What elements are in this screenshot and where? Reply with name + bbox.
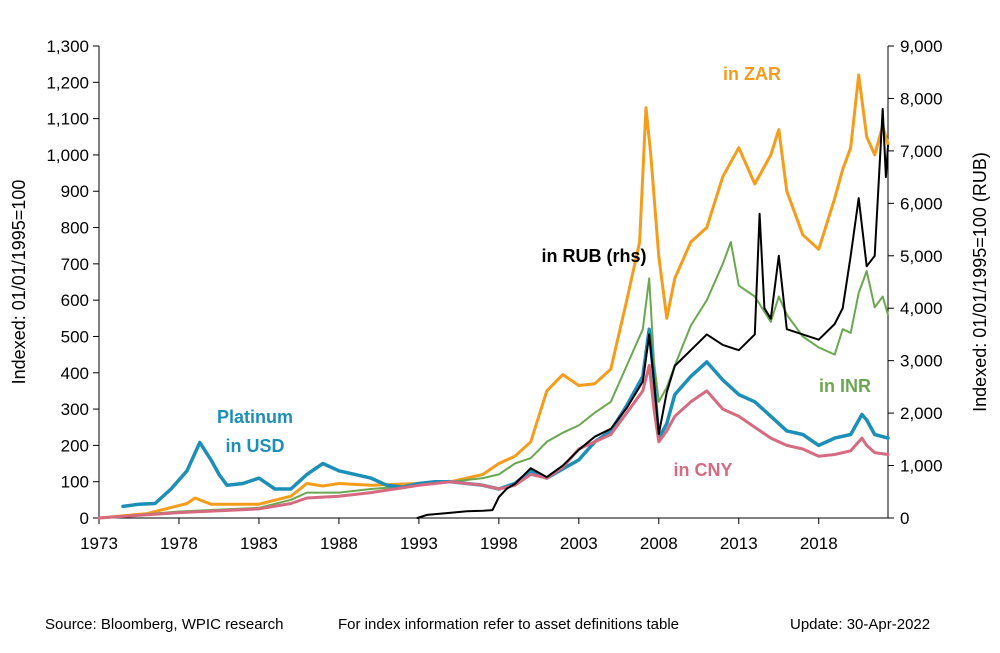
series-labels: Platinum in USD in ZAR in RUB (rhs) in INR in… xyxy=(217,64,871,480)
x-tick-label: 1988 xyxy=(320,534,358,553)
x-tick-label: 2018 xyxy=(800,534,838,553)
x-tick-label: 2013 xyxy=(720,534,758,553)
axes: 0 100 200 300 400 500 600 700 800 900 1,000 1,100 1,… xyxy=(46,37,942,553)
series-line-in-rub-rhs xyxy=(416,107,889,519)
y-tick-label: 1,100 xyxy=(46,110,89,129)
y-tick-label: 800 xyxy=(61,219,89,238)
y-tick-label: 300 xyxy=(61,400,89,419)
y2-tick-label: 9,000 xyxy=(900,37,943,56)
y-tick-label: 1,000 xyxy=(46,146,89,165)
x-tick-label: 2003 xyxy=(560,534,598,553)
series-lines xyxy=(97,73,890,520)
x-tick-label: 1993 xyxy=(400,534,438,553)
y2-tick-label: 5,000 xyxy=(900,247,943,266)
series-label: Platinum xyxy=(217,407,293,427)
y2-tick-label: 2,000 xyxy=(900,404,943,423)
footer-update: Update: 30-Apr-2022 xyxy=(790,616,931,633)
y-tick-label: 500 xyxy=(61,327,89,346)
series-label: in CNY xyxy=(673,460,732,480)
series-line-in-inr xyxy=(98,241,889,519)
series-line-in-cny xyxy=(97,364,890,520)
y2-tick-label: 3,000 xyxy=(900,352,943,371)
series-line-in-zar xyxy=(97,73,890,520)
y-tick-label: 1,200 xyxy=(46,73,89,92)
x-tick-label: 2008 xyxy=(640,534,678,553)
series-label: in USD xyxy=(225,436,284,456)
x-tick-label: 1978 xyxy=(160,534,198,553)
y-tick-label: 100 xyxy=(61,473,89,492)
series-label: in RUB (rhs) xyxy=(542,246,647,266)
y2-tick-label: 1,000 xyxy=(900,457,943,476)
y-tick-label: 1,300 xyxy=(46,37,89,56)
series-label: in INR xyxy=(819,376,871,396)
y-tick-label: 600 xyxy=(61,291,89,310)
y-axis-title: Indexed: 01/01/1995=100 xyxy=(9,180,29,385)
y-tick-label: 700 xyxy=(61,255,89,274)
y2-axis-title: Indexed: 01/01/1995=100 (RUB) xyxy=(970,152,990,412)
y2-tick-label: 4,000 xyxy=(900,299,943,318)
series-line-platinum-in-usd xyxy=(121,327,890,509)
y-tick-label: 200 xyxy=(61,436,89,455)
y2-tick-label: 8,000 xyxy=(900,89,943,108)
x-tick-label: 1983 xyxy=(240,534,278,553)
series-label: in ZAR xyxy=(723,64,781,84)
x-tick-label: 1973 xyxy=(80,534,118,553)
y2-tick-label: 7,000 xyxy=(900,142,943,161)
y2-tick-label: 0 xyxy=(900,509,909,528)
y-tick-label: 0 xyxy=(80,509,89,528)
y2-tick-label: 6,000 xyxy=(900,194,943,213)
y-tick-label: 400 xyxy=(61,364,89,383)
x-tick-label: 1998 xyxy=(480,534,518,553)
footer-source: Source: Bloomberg, WPIC research xyxy=(45,616,284,633)
y-tick-label: 900 xyxy=(61,182,89,201)
footer-note: For index information refer to asset def… xyxy=(338,616,680,633)
